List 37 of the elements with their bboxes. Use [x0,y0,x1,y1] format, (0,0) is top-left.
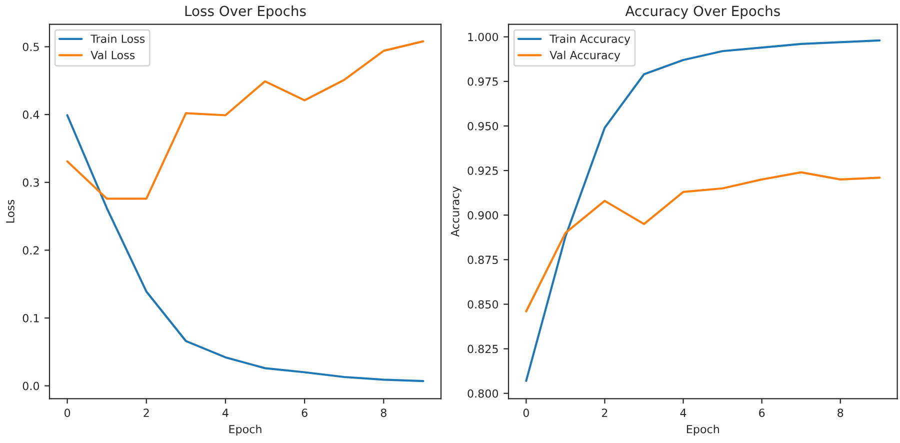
line-series [66,114,424,382]
x-tick-label: 8 [380,408,386,418]
x-tick-label: 6 [759,408,765,418]
x-tick-label: 8 [838,408,844,418]
chart-title: Accuracy Over Epochs [625,5,780,19]
y-axis-title: Loss [6,200,14,223]
y-tick-label: 0.950 [468,122,498,130]
x-axis-title: Epoch [686,424,719,436]
y-tick-label: 0.825 [468,344,498,354]
legend-label: Val Loss [90,50,135,60]
y-tick-label: 0.1 [22,314,39,322]
y-tick-label: 0.2 [22,246,39,255]
y-axis-title: Accuracy [451,186,462,237]
x-tick-label: 4 [680,408,686,417]
y-tick-label: 0.900 [468,211,498,220]
y-tick-label: 0.800 [468,389,498,398]
y-tick-label: 0.875 [468,256,498,264]
y-tick-label: 0.850 [468,300,498,309]
x-tick-label: 6 [302,408,308,418]
x-axis-title: Epoch [229,424,262,436]
chart-title: Loss Over Epochs [185,5,306,19]
legend-label: Train Loss [90,34,145,43]
y-tick-label: 0.4 [22,110,40,119]
x-tick-label: 2 [144,408,149,417]
y-tick-label: 1.000 [468,32,498,42]
y-tick-label: 0.925 [468,166,498,175]
x-tick-label: 0 [523,408,529,418]
line-series [525,171,881,312]
legend-label: Train Accuracy [550,34,630,46]
y-tick-label: 0.0 [22,382,40,390]
x-tick-label: 2 [602,408,608,417]
y-tick-label: 0.3 [22,178,39,187]
y-tick-label: 0.975 [468,77,498,86]
legend-label: Val Accuracy [550,50,620,62]
y-tick-label: 0.5 [22,42,39,52]
x-tick-label: 0 [64,408,70,418]
x-tick-label: 4 [222,408,228,417]
